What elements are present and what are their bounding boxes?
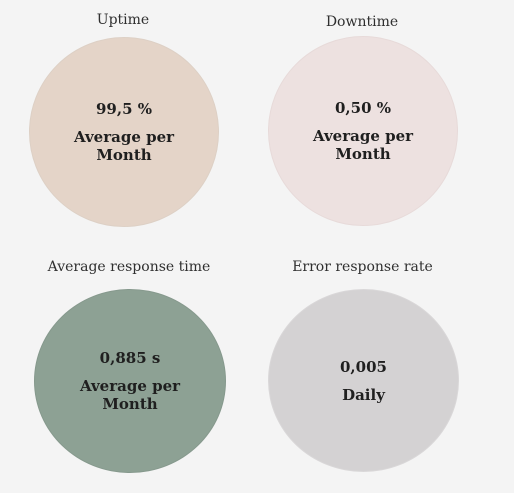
uptime-caption: Average per Month [73, 128, 175, 164]
average-response-time-title: Average response time [47, 259, 211, 275]
error-response-rate-circle: 0,005 Daily [268, 289, 459, 472]
error-response-rate-title: Error response rate [292, 259, 433, 275]
error-response-rate-value: 0,005 [340, 357, 387, 376]
average-response-time-circle: 0,885 s Average per Month [34, 289, 226, 473]
uptime-title: Uptime [96, 12, 150, 28]
downtime-title: Downtime [325, 14, 399, 30]
error-response-rate-caption: Daily [342, 385, 385, 404]
downtime-value: 0,50 % [334, 99, 391, 117]
average-response-time-value: 0,885 s [99, 349, 161, 367]
uptime-value: 99,5 % [95, 100, 152, 118]
downtime-caption: Average per Month [312, 127, 414, 163]
uptime-circle: 99,5 % Average per Month [29, 37, 219, 227]
downtime-circle: 0,50 % Average per Month [268, 36, 458, 226]
average-response-time-caption: Average per Month [79, 377, 181, 413]
